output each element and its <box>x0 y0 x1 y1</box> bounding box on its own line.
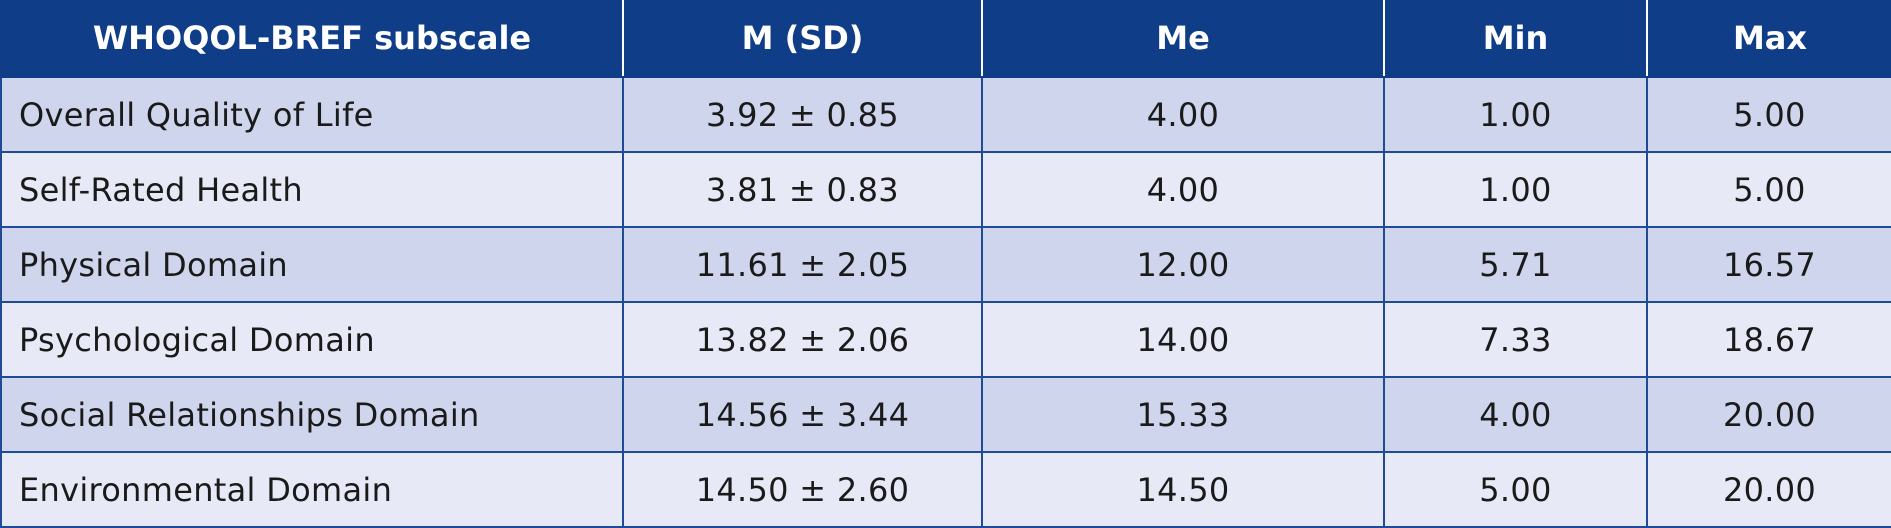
table-row: Social Relationships Domain 14.56 ± 3.44… <box>0 376 1891 453</box>
cell-median: 4.00 <box>981 76 1385 153</box>
cell-subscale: Social Relationships Domain <box>0 376 624 453</box>
cell-mean-sd: 3.81 ± 0.83 <box>622 151 983 228</box>
cell-max: 5.00 <box>1646 151 1891 228</box>
cell-subscale: Overall Quality of Life <box>0 76 624 153</box>
cell-median: 4.00 <box>981 151 1385 228</box>
header-mean-sd: M (SD) <box>622 0 982 78</box>
table-row: Environmental Domain 14.50 ± 2.60 14.50 … <box>0 451 1891 528</box>
cell-min: 7.33 <box>1383 301 1648 378</box>
header-median: Me <box>981 0 1384 78</box>
table-row: Self-Rated Health 3.81 ± 0.83 4.00 1.00 … <box>0 151 1891 228</box>
table-header: WHOQOL-BREF subscale M (SD) Me Min Max <box>0 0 1891 78</box>
cell-min: 4.00 <box>1383 376 1648 453</box>
cell-mean-sd: 3.92 ± 0.85 <box>622 76 983 153</box>
header-min: Min <box>1383 0 1647 78</box>
table-row: Physical Domain 11.61 ± 2.05 12.00 5.71 … <box>0 226 1891 303</box>
table-row: Overall Quality of Life 3.92 ± 0.85 4.00… <box>0 76 1891 153</box>
cell-subscale: Self-Rated Health <box>0 151 624 228</box>
cell-subscale: Psychological Domain <box>0 301 624 378</box>
cell-mean-sd: 11.61 ± 2.05 <box>622 226 983 303</box>
cell-median: 14.50 <box>981 451 1385 528</box>
cell-max: 16.57 <box>1646 226 1891 303</box>
table-row: Psychological Domain 13.82 ± 2.06 14.00 … <box>0 301 1891 378</box>
cell-min: 1.00 <box>1383 151 1648 228</box>
table-body: Overall Quality of Life 3.92 ± 0.85 4.00… <box>0 76 1891 528</box>
cell-min: 5.00 <box>1383 451 1648 528</box>
header-subscale: WHOQOL-BREF subscale <box>0 0 623 78</box>
cell-subscale: Environmental Domain <box>0 451 624 528</box>
cell-max: 20.00 <box>1646 451 1891 528</box>
cell-max: 5.00 <box>1646 76 1891 153</box>
cell-mean-sd: 14.56 ± 3.44 <box>622 376 983 453</box>
header-max: Max <box>1646 0 1891 78</box>
cell-mean-sd: 14.50 ± 2.60 <box>622 451 983 528</box>
cell-median: 15.33 <box>981 376 1385 453</box>
cell-mean-sd: 13.82 ± 2.06 <box>622 301 983 378</box>
cell-median: 12.00 <box>981 226 1385 303</box>
cell-max: 18.67 <box>1646 301 1891 378</box>
cell-median: 14.00 <box>981 301 1385 378</box>
cell-min: 5.71 <box>1383 226 1648 303</box>
cell-max: 20.00 <box>1646 376 1891 453</box>
cell-min: 1.00 <box>1383 76 1648 153</box>
cell-subscale: Physical Domain <box>0 226 624 303</box>
header-row: WHOQOL-BREF subscale M (SD) Me Min Max <box>0 0 1891 78</box>
